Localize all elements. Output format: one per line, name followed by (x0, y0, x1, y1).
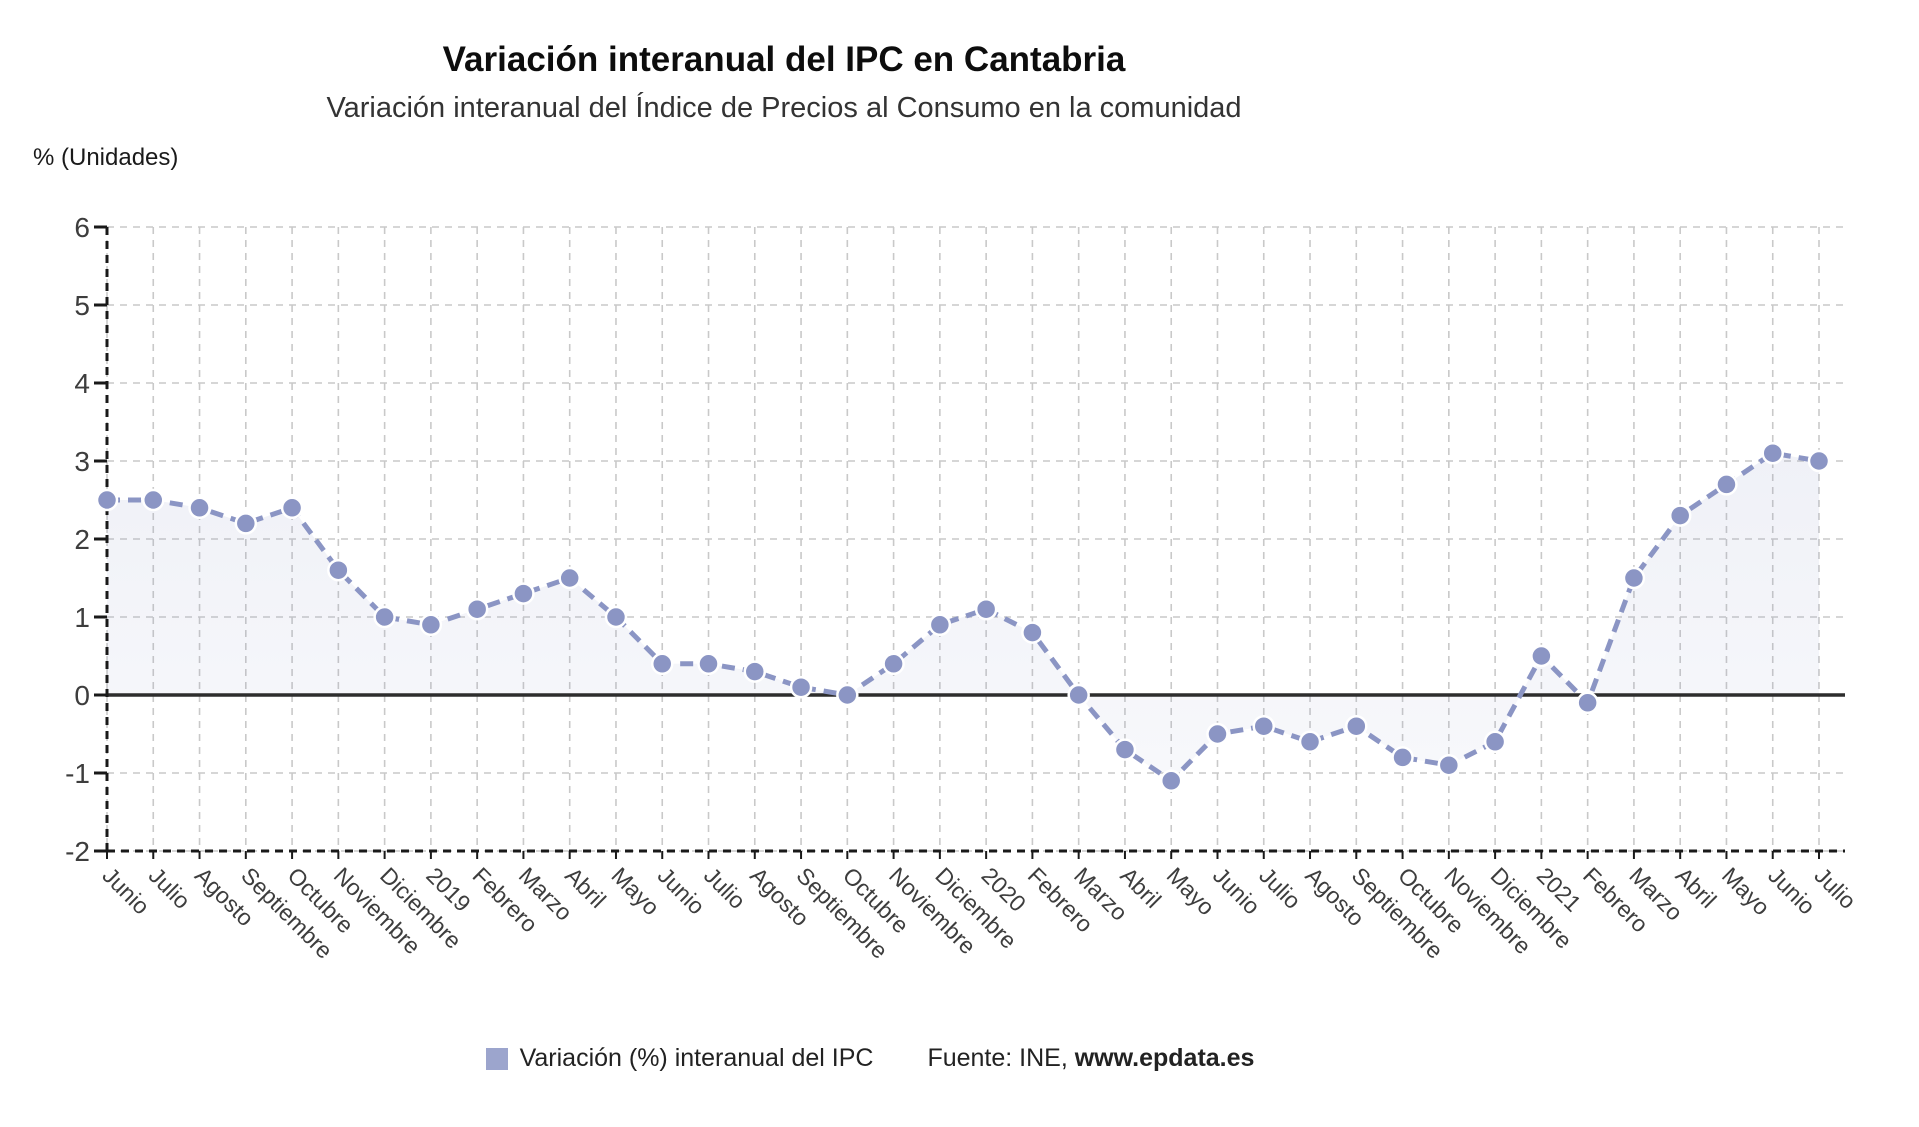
y-axis-unit-label: % (Unidades) (33, 144, 179, 171)
svg-text:Mayo: Mayo (1162, 862, 1220, 920)
svg-text:Julio: Julio (144, 862, 196, 914)
source-link: www.epdata.es (1074, 1044, 1255, 1072)
svg-text:Junio: Junio (1763, 862, 1820, 919)
svg-text:Julio: Julio (1809, 862, 1861, 914)
svg-text:-1: -1 (65, 758, 90, 789)
svg-text:Mayo: Mayo (606, 862, 664, 920)
legend: Variación (%) interanual del IPC Fuente:… (0, 1044, 1740, 1073)
gridlines (106, 226, 1845, 852)
axes (94, 225, 1845, 859)
svg-text:Junio: Junio (97, 862, 154, 919)
svg-text:-2: -2 (65, 836, 90, 867)
svg-text:0: 0 (74, 680, 90, 711)
svg-text:1: 1 (74, 602, 90, 633)
svg-text:2: 2 (74, 524, 90, 555)
x-tick-labels: JunioJulioAgostoSeptiembreOctubreNoviemb… (97, 862, 1861, 964)
area-fill (107, 453, 1819, 781)
y-tick-labels: 6 5 4 3 2 1 0 -1 -2 (65, 212, 90, 867)
series-markers (95, 441, 1831, 793)
svg-text:6: 6 (74, 212, 90, 243)
svg-text:Junio: Junio (1208, 862, 1265, 919)
chart-title: Variación interanual del IPC en Cantabri… (442, 40, 1126, 79)
source-prefix: Fuente: INE, (927, 1044, 1075, 1072)
source-text: Fuente: INE, www.epdata.es (927, 1044, 1254, 1073)
legend-swatch (485, 1047, 508, 1070)
svg-text:Julio: Julio (1254, 862, 1306, 914)
chart-header: Variación interanual del IPC en Cantabri… (0, 0, 1568, 124)
svg-text:Junio: Junio (653, 862, 710, 919)
svg-text:4: 4 (74, 368, 90, 399)
legend-series-label: Variación (%) interanual del IPC (519, 1044, 874, 1072)
svg-text:Mayo: Mayo (1717, 862, 1775, 920)
chart-subtitle: Variación interanual del Índice de Preci… (326, 92, 1242, 124)
svg-text:5: 5 (74, 290, 90, 321)
svg-text:Julio: Julio (699, 862, 751, 914)
svg-text:3: 3 (74, 446, 90, 477)
